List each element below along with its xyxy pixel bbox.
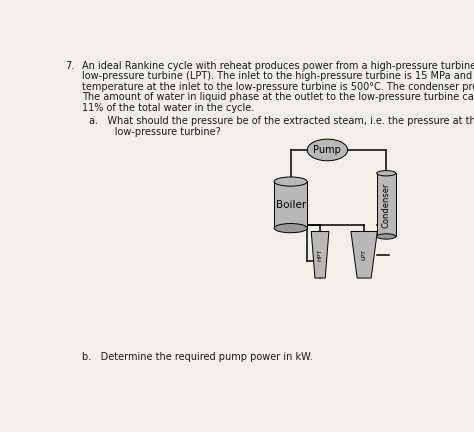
Text: Boiler: Boiler	[275, 200, 306, 210]
Text: 11% of the total water in the cycle.: 11% of the total water in the cycle.	[82, 103, 255, 113]
Ellipse shape	[377, 171, 396, 176]
Ellipse shape	[274, 177, 307, 186]
Text: temperature at the inlet to the low-pressure turbine is 500°C. The condenser pre: temperature at the inlet to the low-pres…	[82, 82, 474, 92]
Text: The amount of water in liquid phase at the outlet to the low-pressure turbine ca: The amount of water in liquid phase at t…	[82, 92, 474, 102]
Text: Condenser: Condenser	[382, 182, 391, 228]
Bar	[377, 173, 396, 236]
Ellipse shape	[377, 234, 396, 239]
Text: low-pressure turbine (LPT). The inlet to the high-pressure turbine is 15 MPa and: low-pressure turbine (LPT). The inlet to…	[82, 71, 474, 82]
Text: An ideal Rankine cycle with reheat produces power from a high-pressure turbine (: An ideal Rankine cycle with reheat produ…	[82, 61, 474, 71]
Text: 7.: 7.	[65, 61, 75, 71]
Ellipse shape	[274, 223, 307, 233]
Polygon shape	[351, 232, 377, 278]
Text: b.   Determine the required pump power in kW.: b. Determine the required pump power in …	[82, 352, 313, 362]
Bar	[274, 181, 307, 228]
Polygon shape	[311, 232, 329, 278]
Text: low-pressure turbine?: low-pressure turbine?	[96, 127, 221, 137]
Ellipse shape	[307, 139, 347, 161]
Text: Pump: Pump	[313, 145, 341, 155]
Text: a.   What should the pressure be of the extracted steam, i.e. the pressure at th: a. What should the pressure be of the ex…	[89, 116, 474, 126]
Text: HPT: HPT	[318, 249, 323, 261]
Text: LPT: LPT	[362, 249, 367, 260]
